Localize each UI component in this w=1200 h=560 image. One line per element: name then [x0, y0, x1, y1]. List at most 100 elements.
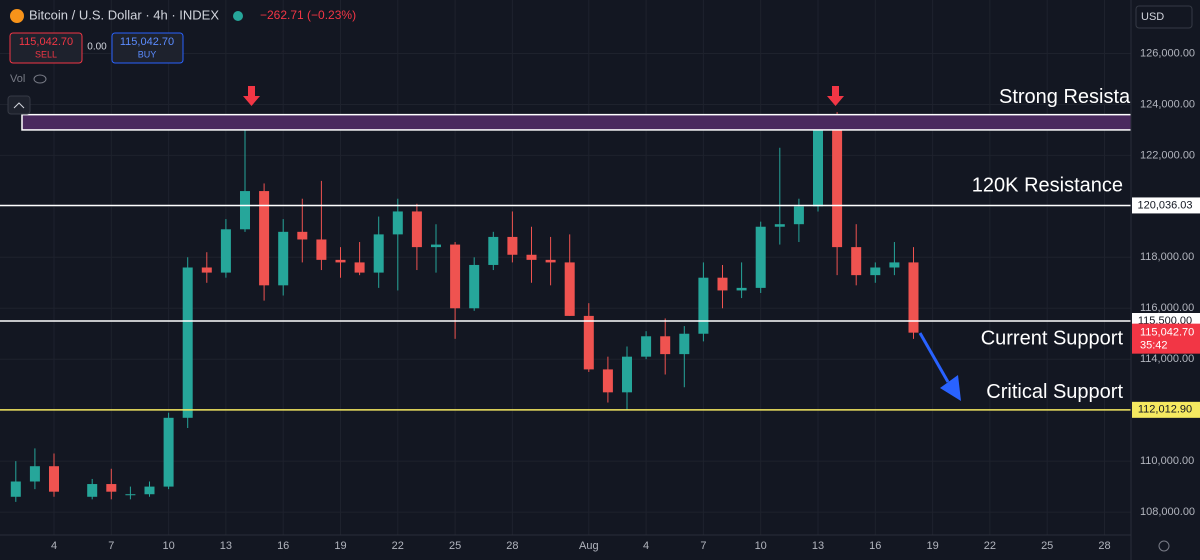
candle-body — [755, 226, 766, 288]
x-tick-label: 22 — [392, 540, 404, 552]
symbol-title: Bitcoin / U.S. Dollar · 4h · INDEX — [29, 7, 219, 22]
buy-price: 115,042.70 — [120, 36, 174, 48]
x-tick-label: 19 — [334, 540, 346, 552]
price-axis: 108,000.00110,000.00112,000.00114,000.00… — [1132, 47, 1200, 518]
x-tick-label: 28 — [1098, 540, 1110, 552]
candle-body — [717, 277, 728, 291]
x-tick-label: 19 — [926, 540, 938, 552]
candle-body — [469, 264, 480, 309]
buy-label: BUY — [138, 49, 157, 59]
candle-body — [736, 287, 747, 291]
x-tick-label: 13 — [220, 540, 232, 552]
candle-body — [698, 277, 709, 334]
currency-button[interactable] — [1135, 5, 1193, 29]
x-tick-label: 16 — [869, 540, 881, 552]
candle-body — [240, 191, 250, 230]
x-tick-label: 25 — [449, 540, 461, 552]
x-tick-label: 16 — [277, 540, 289, 552]
x-tick-label: 13 — [812, 540, 824, 552]
candle-body — [851, 247, 862, 276]
buy-button[interactable] — [111, 32, 184, 64]
candle-body — [889, 262, 900, 268]
collapse-icon — [13, 102, 25, 109]
level-name: Current Support — [981, 327, 1124, 349]
candle-body — [679, 333, 690, 355]
candle-body — [870, 267, 881, 276]
eye-icon[interactable] — [33, 74, 47, 84]
candle-body — [354, 262, 365, 273]
candle-body — [144, 486, 155, 495]
candle-body — [278, 231, 289, 286]
candle-body — [163, 417, 174, 487]
x-tick-label: 10 — [755, 540, 767, 552]
candle-body — [908, 262, 919, 333]
level-name: 120K Resistance — [972, 175, 1123, 197]
sell-button[interactable] — [9, 32, 83, 64]
candle-body — [10, 481, 21, 497]
level-name: Critical Support — [986, 381, 1123, 403]
y-tick-label: 126,000.00 — [1140, 47, 1195, 59]
volume-label: Vol — [10, 73, 25, 85]
level-price-box — [1132, 401, 1200, 418]
candle-body — [411, 211, 422, 248]
y-tick-label: 114,000.00 — [1140, 353, 1194, 365]
candle-body — [373, 234, 384, 273]
candle-body — [450, 244, 461, 309]
settings-icon[interactable] — [1158, 540, 1170, 552]
x-tick-label: 7 — [108, 540, 114, 552]
candle-body — [622, 356, 632, 393]
sell-label: SELL — [35, 49, 57, 59]
plot: Strong Resistance 120K Resistance Current … — [0, 86, 1162, 502]
level-price-box — [1132, 197, 1200, 214]
candle-body — [545, 259, 556, 263]
blue-arrow-head — [940, 375, 961, 401]
candle-body — [201, 267, 212, 273]
x-tick-label: 4 — [643, 540, 649, 552]
x-tick-label: 22 — [984, 540, 996, 552]
currency: USD — [1141, 11, 1164, 23]
coin-icon — [10, 9, 24, 23]
x-tick-label: 28 — [506, 540, 518, 552]
candle-body — [29, 466, 40, 482]
candle-body — [832, 119, 843, 248]
red-arrow — [243, 86, 260, 106]
x-tick-label: 7 — [700, 540, 706, 552]
y-tick-label: 122,000.00 — [1140, 149, 1195, 161]
x-tick-label: 10 — [162, 540, 174, 552]
collapse-button[interactable] — [7, 95, 31, 115]
candle-body — [507, 236, 518, 255]
price-change: −262.71 (−0.23%) — [260, 8, 356, 22]
candle-body — [488, 236, 499, 265]
y-tick-label: 124,000.00 — [1140, 98, 1195, 110]
candle-body — [660, 336, 671, 355]
resistance-zone — [21, 113, 1131, 131]
zone-label: Strong Resistance — [999, 86, 1162, 108]
candle-body — [564, 262, 575, 316]
y-tick-label: 108,000.00 — [1140, 506, 1195, 518]
candle-body — [526, 254, 537, 260]
candle-body — [106, 484, 117, 492]
candle-body — [316, 239, 327, 260]
candle-body — [220, 229, 231, 273]
sell-price: 115,042.70 — [19, 36, 73, 48]
last-price-label: 115,042.70 — [1140, 327, 1194, 339]
last-price-box — [1132, 323, 1200, 354]
candle-body — [602, 369, 613, 393]
x-tick-label: Aug — [579, 540, 599, 552]
candle-body — [793, 206, 804, 225]
blue-arrow — [918, 332, 950, 383]
level-price-label: 120,036.03 — [1137, 199, 1192, 211]
candle-body — [297, 231, 308, 240]
spread: 0.00 — [87, 42, 107, 53]
candle-body — [774, 224, 785, 227]
y-tick-label: 110,000.00 — [1140, 455, 1194, 467]
status-dot — [233, 11, 243, 21]
candle-body — [813, 119, 823, 207]
x-tick-label: 4 — [51, 540, 57, 552]
candle-body — [259, 191, 270, 286]
x-tick-label: 25 — [1041, 540, 1053, 552]
candle-body — [335, 259, 346, 263]
